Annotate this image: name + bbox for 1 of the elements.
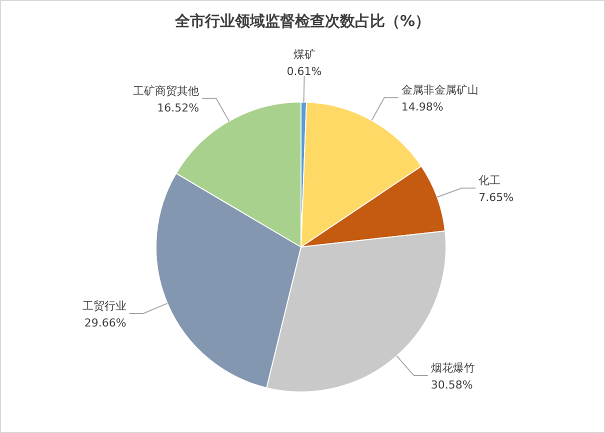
title: 全市行业领域监督检查次数占比（%） — [174, 12, 430, 30]
